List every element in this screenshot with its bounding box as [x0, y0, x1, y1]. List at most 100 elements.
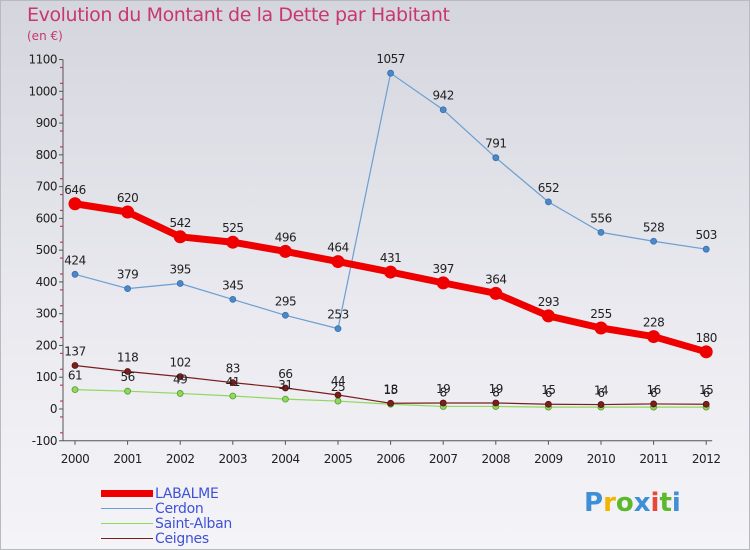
data-label-saint-alban: 8 [440, 385, 447, 399]
series-line-cerdon [74, 72, 707, 330]
y-tick-label: -100 [32, 434, 57, 448]
data-label-labalme: 464 [327, 241, 348, 255]
data-point-labalme [647, 330, 661, 344]
data-point-saint-alban [334, 397, 342, 405]
data-point-cerdon [545, 198, 552, 206]
y-tick-label: 0 [50, 402, 57, 416]
data-point-labalme [121, 205, 135, 219]
data-label-cerdon: 556 [590, 211, 611, 225]
y-tick-label: 600 [36, 211, 57, 225]
y-tick-label: 200 [36, 338, 57, 352]
y-tick-label: 900 [36, 116, 57, 130]
data-label-saint-alban: 25 [331, 380, 345, 394]
data-point-cerdon [281, 311, 289, 319]
data-point-labalme [699, 345, 713, 359]
data-point-cerdon [71, 270, 79, 278]
data-point-labalme [436, 276, 450, 290]
y-tick-label: 700 [36, 180, 57, 194]
data-point-cerdon [176, 280, 184, 287]
x-tick-label: 2003 [219, 452, 248, 466]
chart-series [68, 69, 713, 411]
data-point-cerdon [334, 325, 342, 333]
data-label-ceignes: 15 [541, 383, 555, 397]
data-point-cerdon [439, 106, 447, 114]
data-point-ceignes [387, 399, 395, 407]
data-label-saint-alban: 15 [383, 383, 397, 397]
data-label-cerdon: 528 [643, 220, 664, 234]
data-label-ceignes: 14 [594, 384, 608, 398]
legend-item-cerdon: Cerdon [101, 501, 204, 517]
data-label-cerdon: 791 [485, 137, 506, 151]
data-label-cerdon: 295 [275, 294, 296, 308]
data-point-cerdon [229, 295, 237, 303]
data-label-ceignes: 19 [489, 382, 503, 396]
data-point-ceignes [124, 368, 131, 375]
x-tick-label: 2010 [587, 452, 616, 466]
y-tick-label: 400 [36, 275, 57, 289]
legend-swatch [101, 522, 153, 525]
data-label-cerdon: 253 [327, 308, 348, 322]
data-point-ceignes [650, 400, 657, 408]
data-label-ceignes: 16 [646, 383, 660, 397]
data-point-ceignes [334, 391, 342, 399]
data-label-saint-alban: 6 [650, 386, 657, 400]
logo-letter: P [584, 488, 604, 518]
data-point-labalme [173, 230, 187, 244]
data-label-saint-alban: 61 [68, 369, 82, 383]
y-tick-label: 500 [36, 243, 57, 257]
proxiti-logo: Proxiti [584, 488, 681, 518]
data-label-saint-alban: 56 [120, 370, 134, 384]
y-tick-label: 300 [36, 307, 57, 321]
data-label-labalme: 525 [222, 221, 243, 235]
data-point-labalme [278, 244, 292, 258]
data-point-labalme [594, 321, 608, 335]
data-point-labalme [384, 265, 398, 279]
legend-item-ceignes: Ceignes [101, 530, 209, 547]
data-label-saint-alban: 6 [597, 386, 604, 400]
data-point-saint-alban [124, 387, 131, 395]
data-label-cerdon: 345 [222, 278, 243, 292]
data-point-saint-alban [229, 392, 237, 400]
data-label-labalme: 293 [538, 295, 559, 309]
data-label-saint-alban: 31 [278, 378, 292, 392]
data-label-cerdon: 379 [117, 268, 138, 282]
data-label-ceignes: 83 [226, 362, 240, 376]
data-label-ceignes: 15 [699, 383, 713, 397]
data-point-saint-alban [176, 390, 184, 397]
data-label-saint-alban: 49 [173, 372, 187, 386]
data-label-labalme: 646 [64, 183, 85, 197]
legend-label: LABALME [155, 485, 219, 502]
data-point-cerdon [702, 245, 710, 253]
data-point-ceignes [281, 384, 289, 392]
data-point-labalme [226, 235, 240, 249]
data-point-labalme [541, 309, 555, 323]
data-label-saint-alban: 6 [545, 386, 552, 400]
legend-swatch [101, 537, 153, 540]
data-point-saint-alban [71, 386, 79, 394]
data-point-ceignes [176, 373, 184, 380]
x-tick-label: 2002 [166, 452, 195, 466]
data-point-saint-alban [281, 395, 289, 403]
y-tick-label: 1100 [28, 53, 57, 67]
chart-axes: -100 0 100 200 300 400 500 600 700 800 900 1000 1100… [28, 53, 721, 466]
legend-swatch [101, 508, 153, 509]
data-label-cerdon: 424 [64, 253, 85, 267]
logo-letter: o [615, 488, 634, 518]
data-label-ceignes: 44 [331, 374, 345, 388]
x-tick-label: 2008 [482, 452, 511, 466]
data-label-saint-alban: 41 [226, 375, 240, 389]
data-point-labalme [489, 286, 503, 300]
legend-label: Saint-Alban [155, 515, 232, 532]
data-label-cerdon: 942 [432, 89, 453, 103]
data-point-labalme [68, 197, 82, 211]
data-point-ceignes [545, 400, 552, 408]
data-point-cerdon [387, 69, 395, 77]
x-tick-label: 2007 [429, 452, 458, 466]
legend-label: Ceignes [155, 530, 209, 547]
legend-item-labalme: LABALME [101, 485, 219, 502]
data-label-saint-alban: 6 [703, 386, 710, 400]
y-tick-label: 1000 [28, 84, 57, 98]
logo-letter: t [659, 488, 672, 518]
